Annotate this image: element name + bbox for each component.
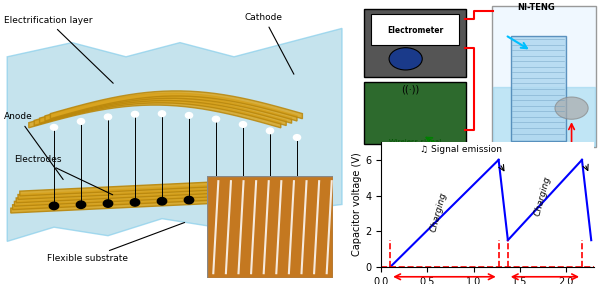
Circle shape [211, 195, 221, 202]
Circle shape [103, 200, 113, 207]
Text: Charging: Charging [429, 191, 448, 233]
Circle shape [238, 194, 248, 201]
Circle shape [76, 201, 86, 208]
Circle shape [185, 112, 193, 118]
Circle shape [130, 199, 140, 206]
Text: Wave generater: Wave generater [525, 151, 580, 157]
Circle shape [50, 124, 58, 130]
Circle shape [77, 119, 85, 124]
Polygon shape [7, 28, 342, 241]
Polygon shape [11, 195, 281, 213]
Circle shape [49, 202, 59, 210]
Circle shape [239, 122, 247, 127]
Polygon shape [13, 192, 283, 210]
Circle shape [184, 196, 194, 204]
Polygon shape [45, 93, 297, 121]
Y-axis label: Capacitor voltage (V): Capacitor voltage (V) [352, 153, 362, 256]
FancyBboxPatch shape [511, 36, 566, 141]
Polygon shape [20, 178, 290, 196]
Circle shape [266, 128, 274, 134]
Circle shape [389, 48, 422, 70]
Text: Electrification layer: Electrification layer [4, 16, 113, 83]
FancyBboxPatch shape [364, 82, 466, 144]
Text: Electrodes: Electrodes [14, 155, 113, 195]
Circle shape [292, 192, 302, 199]
Circle shape [555, 97, 588, 119]
Circle shape [131, 111, 139, 117]
Text: Electrometer: Electrometer [387, 26, 443, 35]
FancyBboxPatch shape [371, 14, 459, 45]
Polygon shape [40, 95, 292, 123]
Circle shape [158, 111, 166, 116]
Text: Anode: Anode [4, 112, 63, 179]
Polygon shape [16, 185, 286, 203]
FancyBboxPatch shape [492, 6, 596, 147]
Text: NI-TENG: NI-TENG [517, 3, 555, 12]
Text: Charging: Charging [533, 175, 553, 216]
Text: ((·)): ((·)) [401, 84, 419, 94]
Circle shape [293, 135, 301, 140]
Polygon shape [34, 98, 286, 126]
Text: Cathode: Cathode [245, 13, 294, 74]
Polygon shape [29, 100, 281, 128]
Polygon shape [50, 91, 302, 119]
Text: Wireless signal
transmitter: Wireless signal transmitter [389, 139, 441, 152]
FancyBboxPatch shape [207, 176, 333, 278]
Circle shape [212, 116, 220, 122]
Polygon shape [14, 189, 284, 206]
Text: Flexible substrate: Flexible substrate [47, 222, 185, 263]
Circle shape [104, 114, 112, 120]
Circle shape [265, 193, 275, 200]
Text: ♫ Signal emission: ♫ Signal emission [420, 145, 502, 154]
Polygon shape [18, 182, 288, 199]
FancyBboxPatch shape [364, 9, 466, 77]
Circle shape [157, 198, 167, 205]
